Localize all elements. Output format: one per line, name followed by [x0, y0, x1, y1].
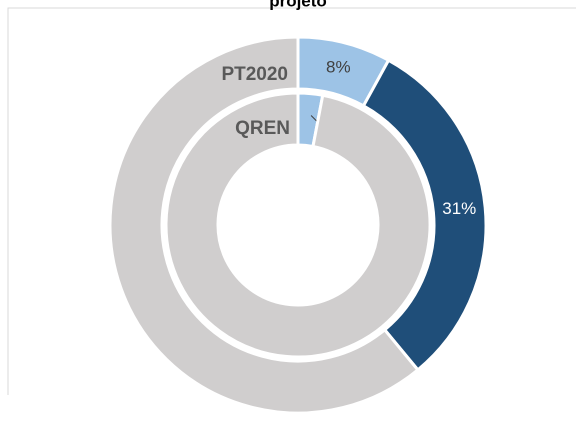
series-label: PT2020	[221, 64, 288, 85]
donut-segment	[108, 35, 420, 415]
donut-segment	[361, 58, 488, 372]
chart-title: projeto	[269, 0, 327, 10]
data-label: 8%	[326, 58, 351, 77]
donut-segment	[164, 91, 432, 359]
chart-frame	[7, 7, 576, 395]
series-label: QREN	[235, 118, 290, 139]
data-label: 31%	[442, 199, 476, 218]
